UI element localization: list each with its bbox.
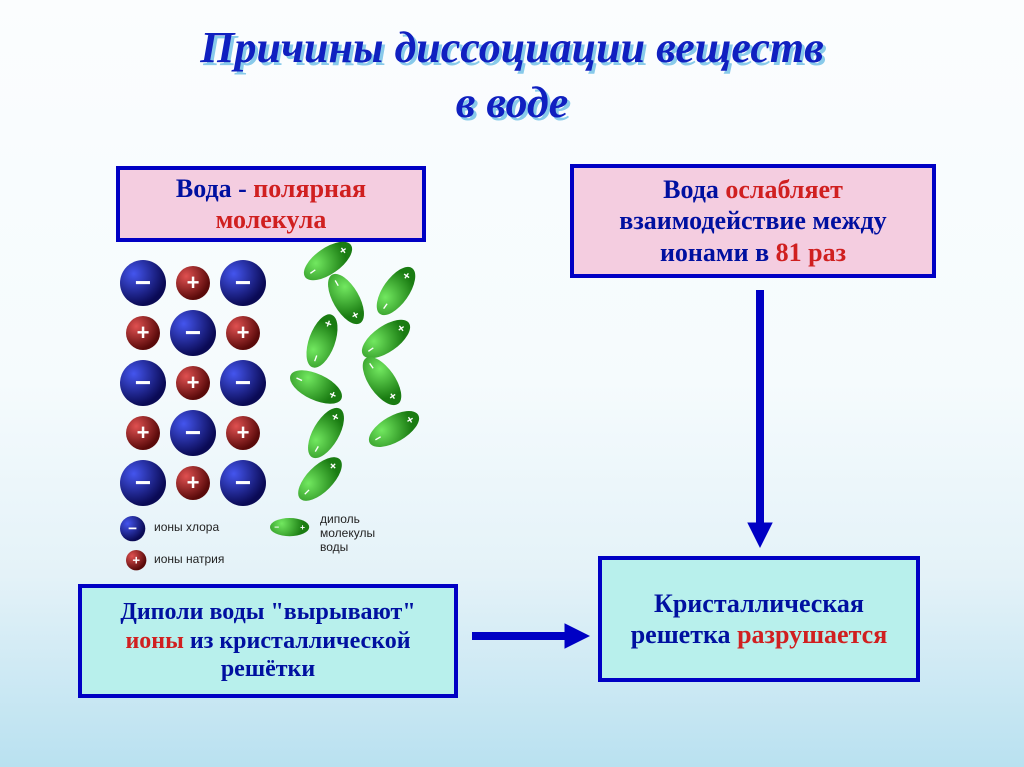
chloride-ion-icon: − <box>220 260 266 306</box>
sodium-ion-icon: + <box>226 416 260 450</box>
box-lattice-destroyed: Кристаллическая решетка разрушается <box>598 556 920 682</box>
chloride-ion-icon: − <box>120 360 166 406</box>
page-title: Причины диссоциации веществв воде <box>0 20 1024 130</box>
chloride-ion-icon: − <box>220 360 266 406</box>
arrow-weaken-to-lattice <box>740 270 780 560</box>
box-dipoles-tear: Диполи воды "вырывают" ионы из кристалли… <box>78 584 458 698</box>
legend-label: ионы натрия <box>154 552 224 566</box>
legend-label: воды <box>320 540 348 554</box>
box-polar-molecule: Вода - полярная молекула <box>116 166 426 242</box>
ion-lattice-diagram: −−−−−−−−+++++++−+−+−+−+−+−+−+−+−+−+−+−+и… <box>120 260 480 570</box>
water-dipole-icon: −+ <box>300 310 344 372</box>
chloride-ion-icon: − <box>220 460 266 506</box>
water-dipole-icon: −+ <box>355 351 408 412</box>
legend-label: ионы хлора <box>154 520 219 534</box>
legend-label: диполь <box>320 512 360 526</box>
water-dipole-icon: −+ <box>369 261 422 322</box>
chloride-ion-icon: − <box>120 460 166 506</box>
sodium-ion-icon: + <box>226 316 260 350</box>
water-dipole-icon: −+ <box>363 404 424 455</box>
sodium-ion-icon: + <box>176 266 210 300</box>
water-dipole-icon: −+ <box>291 450 349 508</box>
box-weakens-interaction: Вода ослабляет взаимодействие между иона… <box>570 164 936 278</box>
arrow-dipoles-to-lattice <box>452 616 602 656</box>
sodium-ion-icon: + <box>176 366 210 400</box>
chloride-ion-icon: − <box>170 310 216 356</box>
legend-label: молекулы <box>320 526 375 540</box>
sodium-ion-icon: + <box>176 466 210 500</box>
chloride-ion-icon: − <box>120 260 166 306</box>
sodium-ion-icon: + <box>126 316 160 350</box>
chloride-ion-icon: − <box>170 410 216 456</box>
water-dipole-icon: −+ <box>301 402 352 463</box>
water-dipole-icon: −+ <box>285 363 347 410</box>
sodium-ion-icon: + <box>126 416 160 450</box>
